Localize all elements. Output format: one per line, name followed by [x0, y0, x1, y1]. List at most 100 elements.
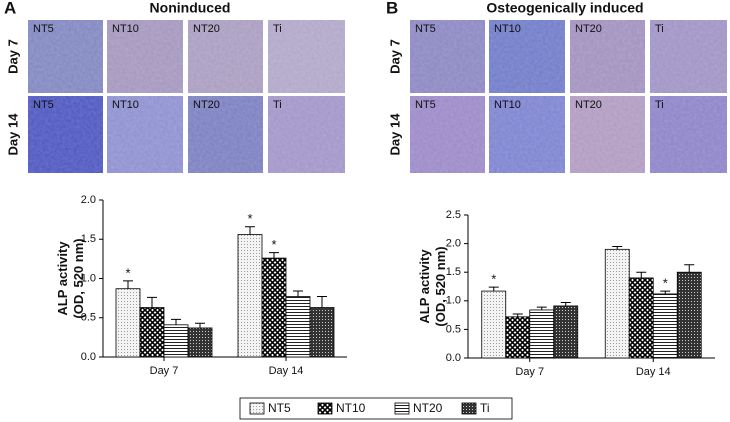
significance-mark: * — [125, 265, 130, 280]
image-label: Ti — [655, 23, 664, 35]
y-tick-label: 0.0 — [446, 352, 461, 364]
y-tick-label: 2.5 — [446, 209, 461, 221]
micrograph-texture — [489, 20, 565, 93]
bar — [481, 290, 507, 359]
image-label: NT5 — [33, 99, 54, 111]
bar — [529, 309, 555, 359]
bar — [285, 296, 311, 358]
micrograph-texture — [28, 96, 103, 173]
legend-label: NT10 — [336, 401, 366, 415]
bar — [652, 293, 678, 359]
image-label: NT20 — [575, 99, 602, 111]
micrograph-texture — [188, 96, 263, 173]
micrograph-texture — [268, 20, 345, 93]
bar — [163, 324, 189, 358]
x-tick-label: Day 7 — [150, 365, 179, 377]
legend-label: Ti — [480, 401, 490, 415]
panel-title: Osteogenically induced — [486, 0, 643, 16]
error-bar — [317, 296, 327, 308]
row-label: Day 7 — [5, 39, 20, 74]
x-tick-label: Day 7 — [515, 366, 544, 378]
micrograph-texture — [570, 20, 645, 93]
micrograph-texture — [268, 96, 345, 173]
micrograph-texture — [650, 96, 727, 173]
x-tick-label: Day 14 — [269, 365, 304, 377]
bar — [237, 234, 263, 358]
y-tick-label: 2.0 — [446, 238, 461, 250]
micrograph-texture — [107, 96, 183, 173]
image-label: NT20 — [193, 23, 220, 35]
y-axis-label-line: (OD, 520 nm) — [71, 238, 86, 318]
y-tick-label: 0.5 — [81, 312, 96, 324]
panel-label: B — [386, 0, 398, 17]
y-tick-label: 1.0 — [81, 272, 96, 284]
image-label: Ti — [273, 23, 282, 35]
error-bar — [636, 271, 647, 278]
image-label: Ti — [655, 99, 664, 111]
legend-swatch — [461, 402, 477, 415]
x-tick-label: Day 14 — [636, 366, 671, 378]
image-label: NT5 — [33, 23, 54, 35]
error-bar — [560, 302, 571, 306]
row-label: Day 7 — [387, 39, 402, 74]
micrograph-texture — [650, 20, 727, 93]
micrograph-texture — [107, 20, 183, 93]
y-axis-label: ALP activity(OD, 520 nm) — [417, 246, 448, 326]
image-label: NT20 — [575, 23, 602, 35]
error-bar — [684, 264, 695, 273]
image-label: NT10 — [112, 23, 139, 35]
error-bar — [171, 318, 181, 325]
y-tick-label: 1.0 — [446, 295, 461, 307]
error-bar — [536, 306, 547, 310]
y-axis-label-line: ALP activity — [417, 249, 432, 324]
bar — [505, 316, 531, 359]
micrograph-texture — [410, 20, 485, 93]
legend-swatch — [249, 402, 265, 415]
bar — [187, 327, 213, 358]
legend-swatch — [394, 402, 410, 415]
bar — [628, 277, 654, 359]
legend-label: NT20 — [413, 401, 443, 415]
error-bar — [123, 280, 133, 289]
bar — [139, 307, 165, 358]
bar — [676, 271, 702, 359]
row-label: Day 14 — [5, 113, 20, 156]
y-axis-label: ALP activity(OD, 520 nm) — [55, 238, 86, 318]
significance-mark: * — [247, 211, 252, 226]
micrograph-texture — [28, 20, 103, 93]
image-label: NT10 — [494, 99, 521, 111]
micrograph-texture — [410, 96, 485, 173]
y-tick-label: 0.5 — [446, 323, 461, 335]
error-bar — [660, 290, 671, 294]
significance-mark: * — [663, 276, 668, 291]
legend-label: NT5 — [268, 401, 291, 415]
error-bar — [269, 252, 279, 259]
panel-label: A — [4, 0, 16, 17]
bar — [115, 288, 141, 358]
y-tick-label: 1.5 — [81, 233, 96, 245]
error-bar — [195, 322, 205, 328]
row-label: Day 14 — [387, 113, 402, 156]
y-tick-label: 2.0 — [81, 194, 96, 206]
y-tick-label: 1.5 — [446, 266, 461, 278]
image-label: NT10 — [112, 99, 139, 111]
legend-swatch — [317, 402, 333, 415]
error-bar — [147, 296, 157, 308]
y-axis-label-line: (OD, 520 nm) — [433, 246, 448, 326]
image-label: NT20 — [193, 99, 220, 111]
error-bar — [488, 286, 499, 292]
bar — [553, 305, 579, 359]
image-label: NT10 — [494, 23, 521, 35]
significance-mark: * — [271, 237, 276, 252]
image-label: Ti — [273, 99, 282, 111]
panel-title: Noninduced — [150, 0, 231, 16]
error-bar — [293, 290, 303, 297]
significance-mark: * — [491, 272, 496, 287]
bar — [309, 307, 335, 358]
error-bar — [245, 226, 255, 235]
bar — [261, 257, 287, 358]
error-bar — [512, 313, 523, 317]
y-axis-label-line: ALP activity — [55, 241, 70, 316]
micrograph-texture — [188, 20, 263, 93]
